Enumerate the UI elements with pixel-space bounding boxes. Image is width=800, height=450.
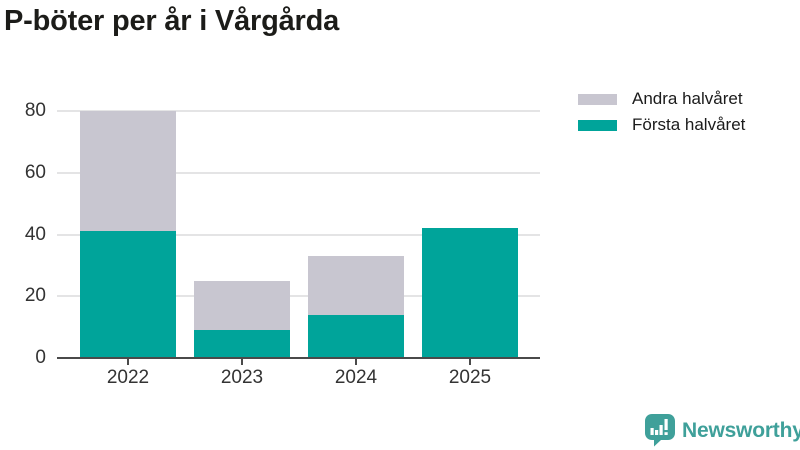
bar-segment [80,231,176,358]
gridline [57,110,540,112]
x-tick-label: 2025 [448,367,492,388]
legend-swatch [578,119,617,131]
legend: Andra halvåret Första halvåret [578,86,745,138]
x-axis-tick [241,359,243,365]
x-axis-tick [127,359,129,365]
gridline [57,233,540,236]
legend-label: Andra halvåret [632,89,743,108]
x-axis-line [57,357,540,359]
y-tick-label: 60 [24,161,46,183]
legend-label: Första halvåret [632,115,746,134]
bar-segment [422,228,518,358]
gridline [57,171,540,174]
newsworthy-wordmark: Newsworthy [682,418,800,442]
legend-row: Andra halvåret [578,86,745,112]
bar-segment [308,314,404,358]
bar-segment [194,330,290,358]
x-tick-label: 2023 [220,367,264,388]
legend-row: Första halvåret [578,112,745,138]
x-axis-tick [355,359,357,365]
x-axis-tick [469,359,471,365]
legend-swatch [578,93,617,105]
gridline [57,295,540,298]
y-tick-label: 0 [35,347,46,368]
y-tick-label: 80 [24,100,46,121]
newsworthy-logo: Newsworthy [645,414,800,447]
newsworthy-barchart-speech-bubble-icon [645,414,675,447]
y-tick-label: 40 [24,223,46,245]
chart-title: P-böter per år i Vårgårda [4,5,340,37]
bar-segment [308,256,404,315]
bar-segment [80,111,176,232]
x-tick-label: 2022 [106,367,150,388]
y-tick-label: 20 [24,285,46,307]
bar-segment [194,280,290,331]
x-tick-label: 2024 [334,367,378,388]
